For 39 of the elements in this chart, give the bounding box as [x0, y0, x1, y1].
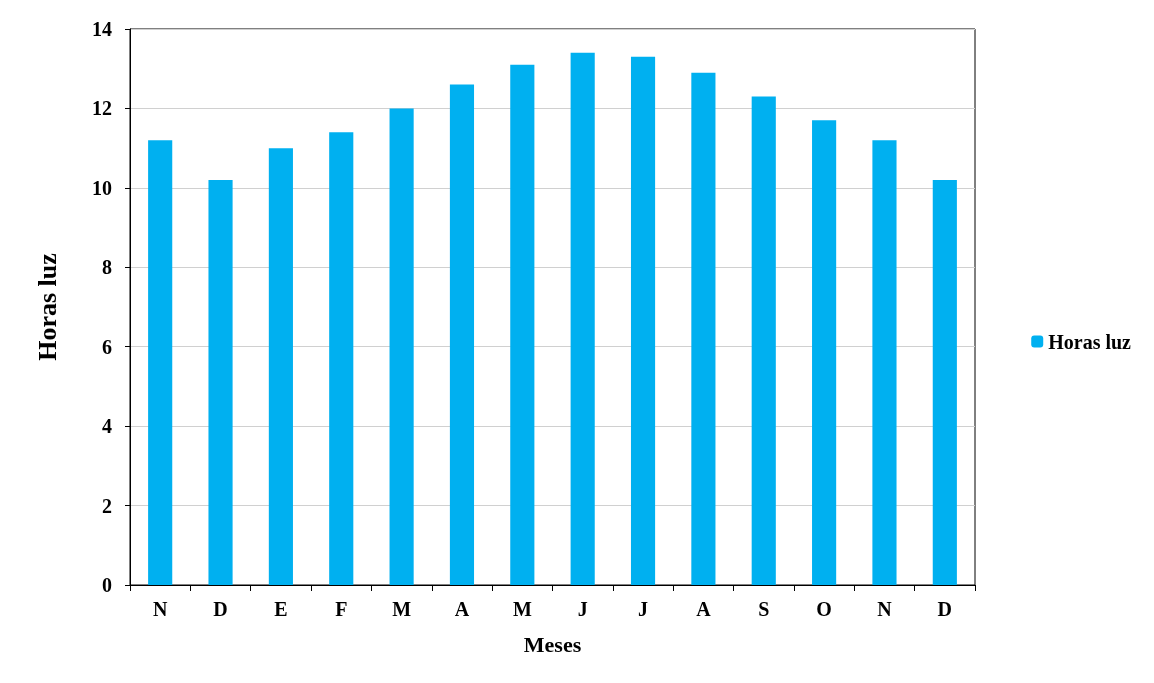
y-tick-label: 12: [92, 97, 112, 120]
x-tick-label: E: [274, 598, 288, 620]
y-tick-label: 2: [102, 494, 112, 517]
bar: [570, 52, 595, 585]
y-tick-label: 8: [102, 256, 112, 279]
x-axis-title: Meses: [523, 631, 582, 657]
x-tick-label: D: [937, 598, 953, 620]
bar: [510, 64, 535, 585]
bar: [148, 140, 173, 585]
x-tick-label: M: [512, 598, 532, 620]
y-tick-label: 14: [92, 18, 112, 40]
y-tick-label: 10: [92, 176, 112, 199]
bar: [329, 132, 354, 585]
x-tick-label: A: [696, 598, 712, 620]
bar: [268, 148, 293, 585]
bar: [630, 56, 656, 585]
bar: [208, 179, 233, 585]
x-tick-label: J: [638, 598, 649, 620]
x-tick-label: A: [454, 598, 470, 620]
bar: [751, 96, 776, 585]
x-tick-label: J: [577, 598, 588, 620]
x-tick-label: N: [152, 598, 168, 620]
bar: [389, 108, 414, 585]
bar: [872, 140, 897, 585]
x-tick-label: D: [213, 598, 228, 620]
x-tick-label: F: [335, 598, 348, 620]
y-tick-label: 4: [102, 415, 112, 438]
x-tick-label: N: [877, 598, 893, 620]
bar: [812, 120, 837, 585]
y-tick-label: 0: [102, 574, 112, 596]
x-tick-label: S: [758, 598, 770, 620]
bar: [691, 72, 716, 585]
x-tick-label: M: [392, 598, 412, 620]
y-axis-title: Horas luz: [32, 253, 62, 361]
x-tick-label: O: [816, 598, 832, 620]
bar: [932, 179, 957, 585]
y-tick-label: 6: [102, 335, 112, 358]
bar: [449, 84, 475, 585]
legend-label: Horas luz: [1048, 330, 1132, 353]
